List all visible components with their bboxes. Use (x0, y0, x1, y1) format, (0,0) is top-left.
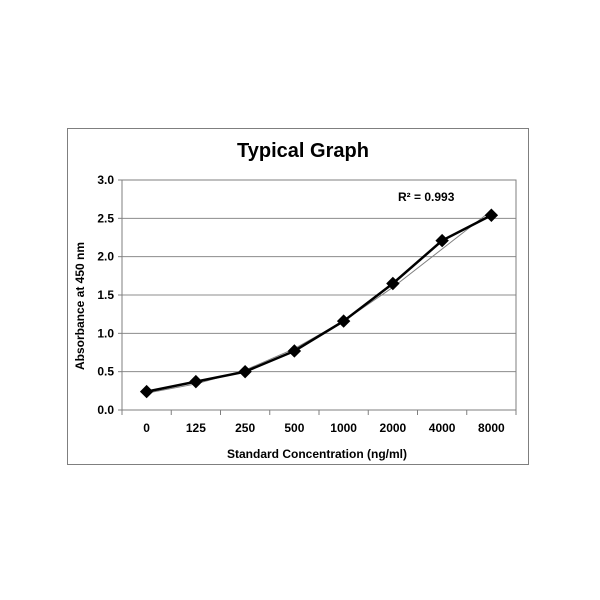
x-tick-label: 1000 (330, 421, 357, 435)
y-tick-label: 0.0 (97, 403, 114, 417)
series-line (146, 214, 492, 393)
x-tick-label: 0 (143, 421, 150, 435)
x-tick-label: 250 (235, 421, 255, 435)
x-tick-label: 500 (284, 421, 304, 435)
data-point (189, 374, 203, 389)
chart-frame (67, 128, 529, 465)
y-tick-label: 2.0 (97, 250, 114, 264)
data-point (435, 233, 449, 248)
x-tick-labels: 0 125 250 500 1000 2000 4000 8000 (121, 410, 517, 435)
data-point (484, 208, 499, 222)
x-tick-label: 8000 (478, 421, 505, 435)
y-tick-label: 2.5 (97, 211, 114, 225)
chart-title: Typical Graph (237, 140, 369, 162)
data-point (386, 276, 400, 291)
marker-layer (139, 208, 499, 399)
y-tick-label: 1.0 (97, 326, 114, 340)
y-tick-label: 1.5 (97, 288, 114, 302)
y-tick-labels: 0.0 0.5 1.0 1.5 2.0 2.5 3.0 (97, 173, 122, 417)
x-axis-label: Standard Concentration (ng/ml) (227, 447, 407, 461)
r-squared-annotation: R² = 0.993 (398, 190, 455, 204)
grid-layer (122, 217, 516, 373)
x-tick-label: 2000 (380, 421, 407, 435)
data-point (139, 384, 154, 399)
y-tick-label: 0.5 (97, 365, 114, 379)
data-point (238, 364, 252, 379)
x-tick-label: 125 (186, 421, 206, 435)
x-tick-label: 4000 (429, 421, 456, 435)
data-point (336, 314, 351, 328)
data-point (287, 344, 302, 358)
y-axis-label: Absorbance at 450 nm (73, 242, 87, 370)
y-tick-label: 3.0 (97, 173, 114, 187)
